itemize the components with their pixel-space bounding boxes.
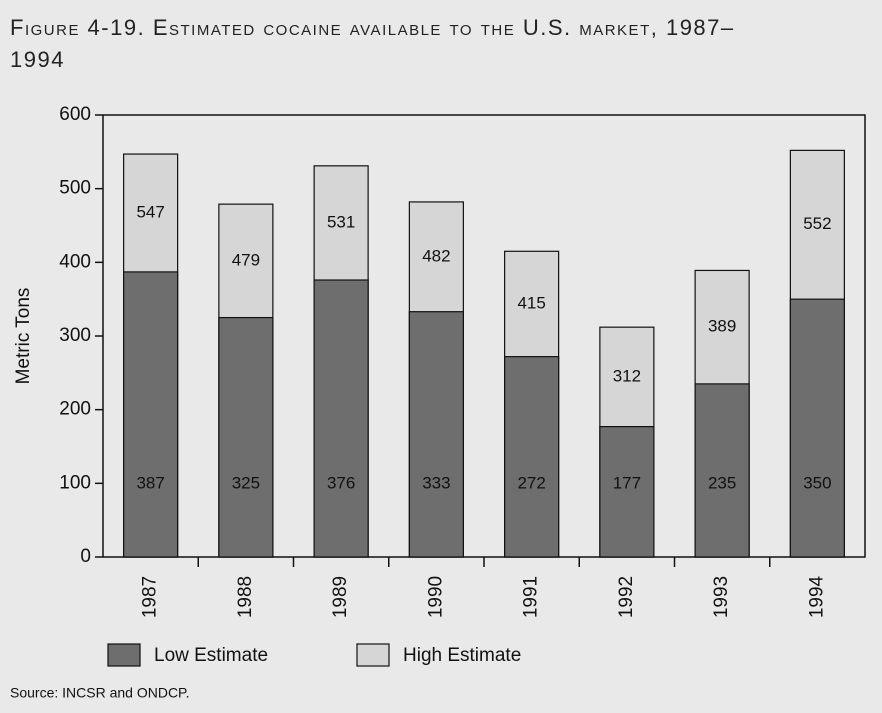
bar: [599, 426, 655, 558]
x-tick-label: 1990: [425, 576, 446, 618]
value-label: 333: [422, 474, 450, 493]
value-label: 235: [708, 474, 736, 493]
bar: [789, 298, 845, 558]
y-tick-label: 500: [59, 178, 91, 199]
x-tick-label: 1992: [616, 576, 637, 618]
value-label: 177: [613, 474, 641, 493]
value-label: 350: [803, 474, 831, 493]
value-label: 312: [613, 366, 641, 385]
value-label: 531: [327, 212, 355, 231]
value-label: 552: [803, 214, 831, 233]
y-tick-label: 200: [59, 399, 91, 420]
value-label: 479: [232, 250, 260, 269]
plot-frame: [102, 114, 866, 558]
value-label: 547: [136, 202, 164, 221]
value-label: 325: [232, 474, 260, 493]
y-tick-label: 300: [59, 325, 91, 346]
value-label: 272: [517, 474, 545, 493]
bar: [218, 316, 274, 558]
y-axis-label: Metric Tons: [13, 288, 34, 385]
chart-title: Figure 4-19. Estimated cocaine available…: [10, 15, 735, 72]
source: Source: INCSR and ONDCP.: [10, 685, 189, 701]
value-label: 376: [327, 474, 355, 493]
y-tick-label: 600: [59, 104, 91, 125]
bar: [504, 356, 560, 558]
y-tick-label: 100: [59, 472, 91, 493]
y-tick-label: 0: [80, 546, 91, 567]
x-tick-label: 1994: [806, 575, 827, 618]
x-tick-label: 1989: [330, 576, 351, 618]
value-label: 415: [517, 293, 545, 312]
value-label: 389: [708, 317, 736, 336]
bar: [313, 279, 369, 558]
x-tick-label: 1988: [235, 576, 256, 618]
bar: [408, 311, 464, 558]
bar: [123, 271, 179, 558]
x-tick-label: 1993: [711, 576, 732, 618]
legend-swatch: [356, 643, 390, 667]
bar: [694, 383, 750, 558]
value-label: 482: [422, 246, 450, 265]
legend-swatch: [107, 643, 141, 667]
legend-label: High Estimate: [403, 645, 521, 666]
y-tick-label: 400: [59, 251, 91, 272]
x-tick-label: 1987: [140, 576, 161, 618]
x-tick-label: 1991: [521, 576, 542, 618]
legend-label: Low Estimate: [154, 645, 268, 666]
value-label: 387: [136, 474, 164, 493]
